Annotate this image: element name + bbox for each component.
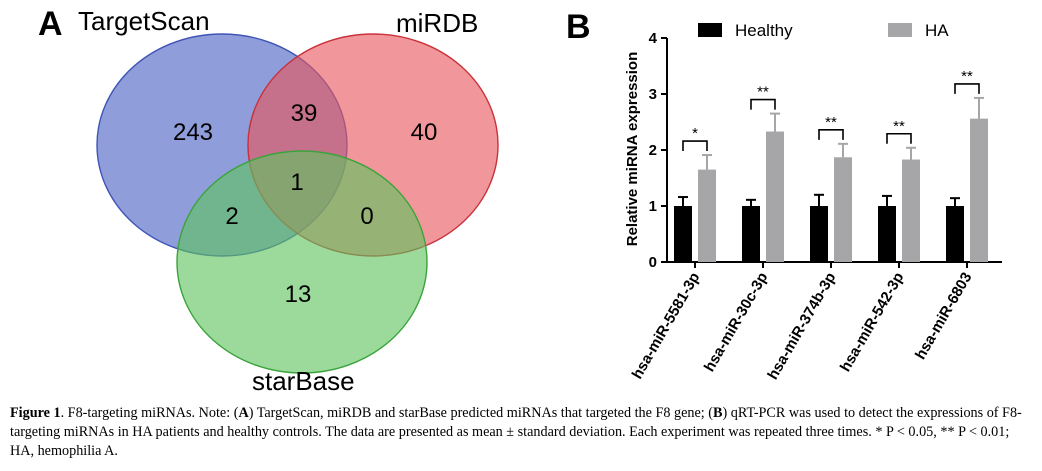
venn-count-targetscan-only: 243: [173, 119, 213, 146]
y-axis-label: Relative miRNA expression: [624, 52, 641, 247]
venn-label-mirdb: miRDB: [396, 8, 478, 38]
bar-ha: [698, 169, 716, 262]
venn-label-starbase: starBase: [252, 366, 355, 396]
significance-bracket: [886, 132, 912, 144]
significance-label: *: [692, 125, 698, 142]
y-tick-label: 3: [649, 86, 657, 103]
figure-caption: Figure 1. F8-targeting miRNAs. Note: (A)…: [10, 404, 1036, 461]
legend-swatch-ha: [888, 23, 912, 37]
caption-figure-label: Figure 1: [10, 405, 61, 421]
x-tick-label: hsa-miR-5581-3p: [629, 270, 704, 382]
venn-diagram: A TargetScan miRDB starBase 243 39 40 1 …: [38, 5, 499, 396]
y-tick-label: 1: [649, 198, 657, 215]
bar-healthy: [742, 206, 760, 262]
legend-label-healthy: Healthy: [735, 21, 793, 40]
venn-circle-starbase: [176, 150, 428, 374]
significance-label: **: [757, 84, 769, 101]
figure: A TargetScan miRDB starBase 243 39 40 1 …: [38, 5, 1002, 396]
significance-bracket: [750, 98, 776, 110]
x-tick-label: hsa-miR-542-3p: [837, 270, 908, 375]
significance-label: **: [961, 68, 973, 85]
significance-label: **: [825, 114, 837, 131]
bar-healthy: [878, 206, 896, 262]
bar-ha: [970, 118, 988, 262]
caption-a-label: A: [238, 405, 249, 421]
significance-bracket: [682, 140, 708, 152]
chart-legend: Healthy HA: [698, 21, 949, 40]
bars: [674, 118, 988, 262]
caption-b-label: B: [713, 405, 723, 421]
venn-count-mirdb-only: 40: [411, 119, 438, 146]
venn-count-starbase-only: 13: [285, 281, 312, 308]
significance-label: **: [893, 118, 905, 135]
caption-part-1: 8-targeting miRNAs. Note: (: [75, 405, 239, 421]
y-tick-label: 0: [649, 254, 657, 271]
error-bars: [678, 96, 984, 206]
x-ticks: hsa-miR-5581-3phsa-miR-30c-3phsa-miR-374…: [629, 262, 975, 383]
y-tick-label: 4: [649, 30, 658, 47]
bar-healthy: [674, 206, 692, 262]
caption-part-3: ) qRT-PCR was used to detect the express…: [10, 405, 1022, 459]
caption-gene-italic: F: [67, 405, 76, 421]
bar-ha: [766, 131, 784, 262]
bar-healthy: [810, 206, 828, 262]
venn-count-all-three: 1: [290, 169, 303, 196]
panel-b-label: B: [566, 8, 591, 46]
bar-ha: [902, 159, 920, 262]
panel-a-label: A: [38, 5, 63, 43]
venn-count-targetscan-starbase: 2: [225, 203, 238, 230]
y-ticks: 0 1 2 3 4: [649, 30, 667, 271]
venn-label-targetscan: TargetScan: [78, 6, 210, 36]
caption-part-2: ) TargetScan, miRDB and starBase predict…: [248, 405, 714, 421]
venn-count-mirdb-starbase: 0: [360, 203, 373, 230]
x-tick-label: hsa-miR-374b-3p: [764, 270, 839, 383]
y-tick-label: 2: [649, 142, 657, 159]
bar-healthy: [946, 206, 964, 262]
legend-swatch-healthy: [698, 23, 722, 37]
significance-bracket: [954, 83, 980, 94]
significance-bracket: [818, 129, 844, 140]
venn-count-targetscan-mirdb: 39: [291, 100, 318, 127]
x-tick-label: hsa-miR-6803: [912, 270, 975, 363]
bar-ha: [834, 157, 852, 262]
bar-chart: B Healthy HA Relative miRNA expression 0…: [566, 8, 1002, 383]
legend-label-ha: HA: [925, 21, 949, 40]
x-tick-label: hsa-miR-30c-3p: [701, 270, 772, 375]
caption-sep: .: [60, 405, 68, 421]
significance-marks: ***** ****: [682, 68, 980, 152]
